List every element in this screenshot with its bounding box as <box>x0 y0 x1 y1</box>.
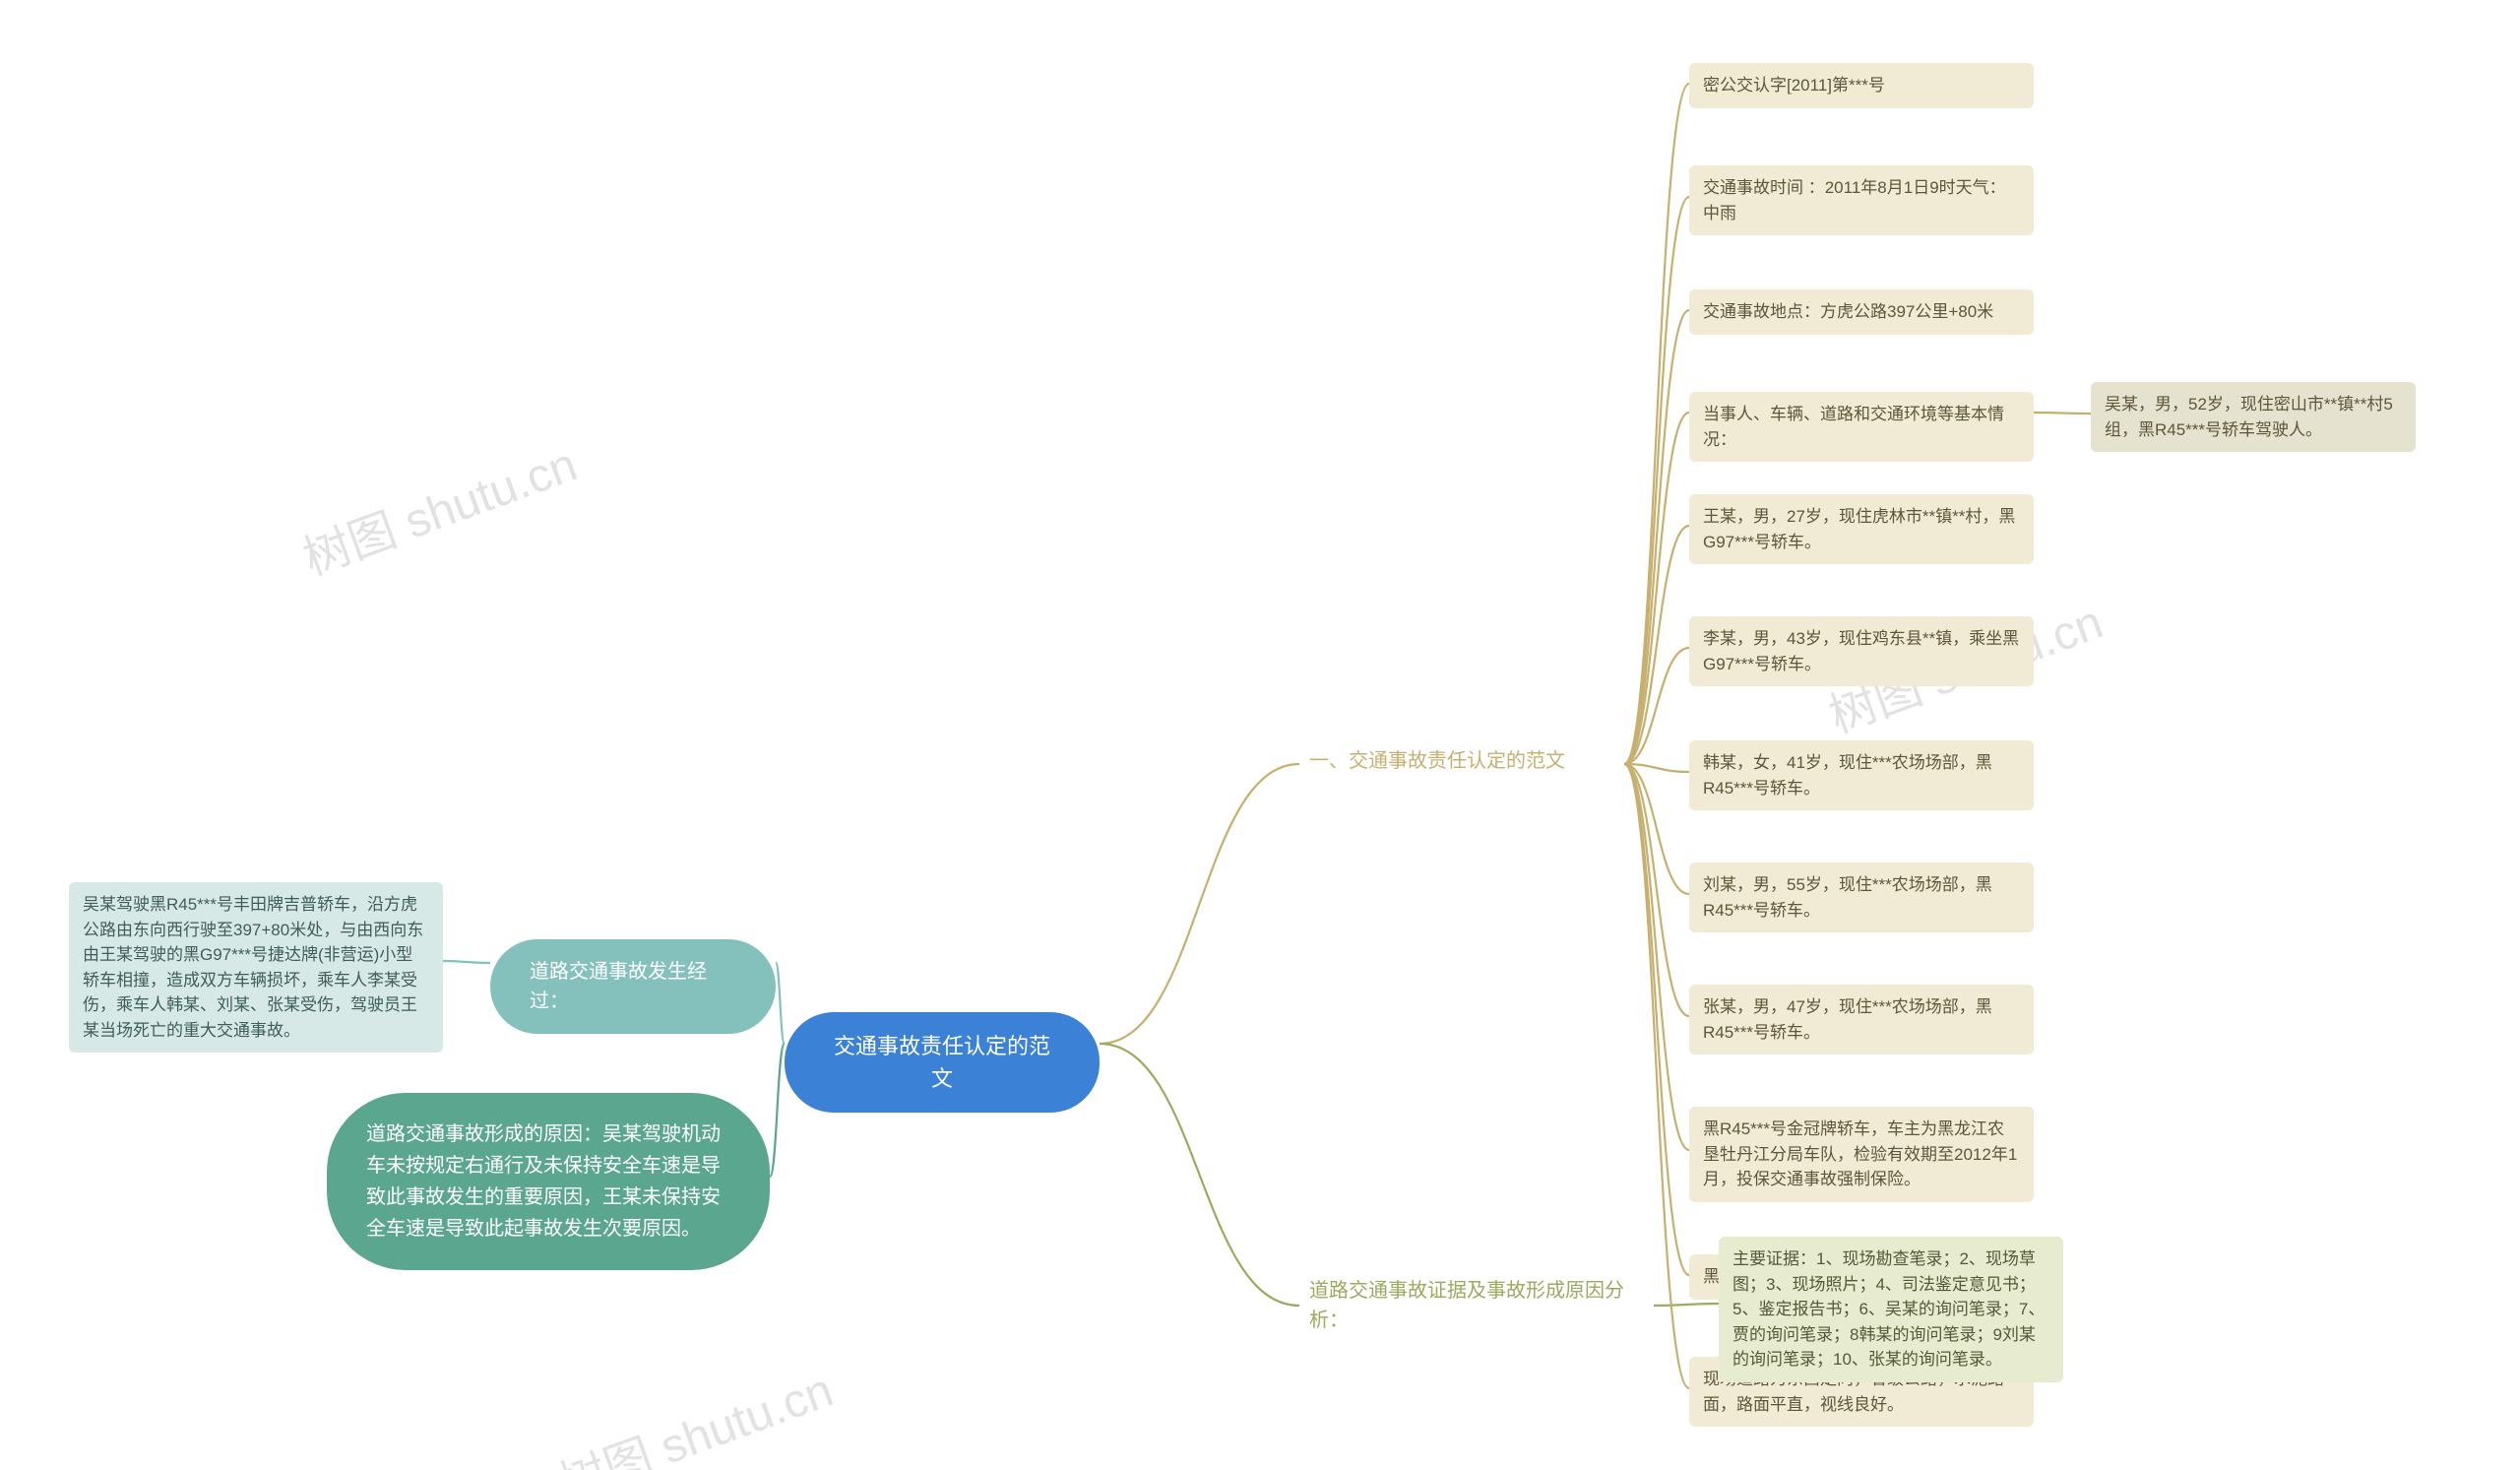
leaf-text: 吴某驾驶黑R45***号丰田牌吉普轿车，沿方虎公路由东向西行驶至397+80米处… <box>83 895 423 1040</box>
leaf-text: 密公交认字[2011]第***号 <box>1703 76 1885 95</box>
leaf-text: 主要证据：1、现场勘查笔录；2、现场草图；3、现场照片；4、司法鉴定意见书；5、… <box>1732 1249 2045 1369</box>
branch-label: 道路交通事故形成的原因：吴某驾驶机动车未按规定右通行及未保持安全车速是导致此事故… <box>366 1123 721 1240</box>
branch-label: 道路交通事故证据及事故形成原因分析： <box>1309 1280 1624 1331</box>
leaf-text: 王某，男，27岁，现住虎林市**镇**村，黑G97***号轿车。 <box>1703 507 2015 551</box>
leaf-item[interactable]: 交通事故地点：方虎公路397公里+80米 <box>1689 289 2034 335</box>
branch-evidence[interactable]: 道路交通事故证据及事故形成原因分析： <box>1299 1270 1654 1341</box>
branch-label: 一、交通事故责任认定的范文 <box>1309 750 1565 772</box>
leaf-text: 黑R45***号金冠牌轿车，车主为黑龙江农垦牡丹江分局车队，检验有效期至2012… <box>1703 1119 2017 1188</box>
leaf-text: 韩某，女，41岁，现住***农场场部，黑R45***号轿车。 <box>1703 753 1992 798</box>
branch-label: 道路交通事故发生经过： <box>530 961 707 1012</box>
leaf-text: 吴某，男，52岁，现住密山市**镇**村5组，黑R45***号轿车驾驶人。 <box>2105 395 2393 439</box>
leaf-item[interactable]: 韩某，女，41岁，现住***农场场部，黑R45***号轿车。 <box>1689 740 2034 810</box>
leaf-text: 交通事故时间 ：2011年8月1日9时天气：中雨 <box>1703 178 2006 223</box>
leaf-accident-process[interactable]: 吴某驾驶黑R45***号丰田牌吉普轿车，沿方虎公路由东向西行驶至397+80米处… <box>69 882 443 1053</box>
mindmap-canvas: 树图 shutu.cn 树图 shutu.cn 树图 shutu.cn 交通事故… <box>0 0 2520 1470</box>
leaf-text: 交通事故地点：方虎公路397公里+80米 <box>1703 302 1993 321</box>
leaf-text: 当事人、车辆、道路和交通环境等基本情况： <box>1703 405 2004 449</box>
leaf-text: 刘某，男，55岁，现住***农场场部，黑R45***号轿车。 <box>1703 875 1992 920</box>
root-node[interactable]: 交通事故责任认定的范文 <box>785 1012 1100 1113</box>
watermark: 树图 shutu.cn <box>548 1351 841 1470</box>
branch-accident-process[interactable]: 道路交通事故发生经过： <box>490 939 776 1034</box>
leaf-party-detail[interactable]: 吴某，男，52岁，现住密山市**镇**村5组，黑R45***号轿车驾驶人。 <box>2091 382 2416 452</box>
leaf-text: 李某，男，43岁，现住鸡东县**镇，乘坐黑G97***号轿车。 <box>1703 629 2019 673</box>
leaf-item[interactable]: 黑R45***号金冠牌轿车，车主为黑龙江农垦牡丹江分局车队，检验有效期至2012… <box>1689 1107 2034 1202</box>
leaf-item[interactable]: 刘某，男，55岁，现住***农场场部，黑R45***号轿车。 <box>1689 863 2034 932</box>
leaf-item[interactable]: 密公交认字[2011]第***号 <box>1689 63 2034 108</box>
branch-section1[interactable]: 一、交通事故责任认定的范文 <box>1299 740 1624 788</box>
leaf-text: 张某，男，47岁，现住***农场场部，黑R45***号轿车。 <box>1703 997 1992 1042</box>
leaf-item[interactable]: 交通事故时间 ：2011年8月1日9时天气：中雨 <box>1689 165 2034 235</box>
branch-cause[interactable]: 道路交通事故形成的原因：吴某驾驶机动车未按规定右通行及未保持安全车速是导致此事故… <box>327 1093 770 1270</box>
leaf-item[interactable]: 当事人、车辆、道路和交通环境等基本情况： <box>1689 392 2034 462</box>
root-label: 交通事故责任认定的范文 <box>834 1034 1050 1091</box>
leaf-item[interactable]: 张某，男，47岁，现住***农场场部，黑R45***号轿车。 <box>1689 985 2034 1055</box>
leaf-item[interactable]: 李某，男，43岁，现住鸡东县**镇，乘坐黑G97***号轿车。 <box>1689 616 2034 686</box>
watermark: 树图 shutu.cn <box>292 425 585 588</box>
leaf-evidence-list[interactable]: 主要证据：1、现场勘查笔录；2、现场草图；3、现场照片；4、司法鉴定意见书；5、… <box>1719 1237 2063 1382</box>
leaf-item[interactable]: 王某，男，27岁，现住虎林市**镇**村，黑G97***号轿车。 <box>1689 494 2034 564</box>
